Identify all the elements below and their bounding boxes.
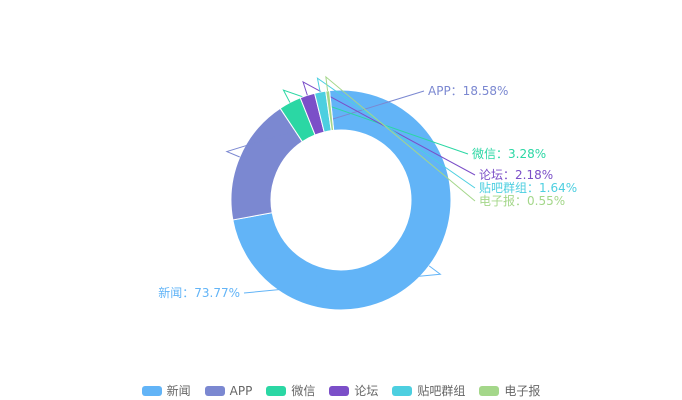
label-line-3: [302, 80, 476, 176]
legend-item-2[interactable]: 微信: [266, 382, 315, 399]
legend-item-4[interactable]: 贴吧群组: [392, 382, 465, 399]
chart-legend: 新闻 APP 微信 论坛 贴吧群组 电子报: [0, 382, 682, 399]
legend-swatch: [204, 385, 225, 396]
data-label-5: 电子报：0.55%: [479, 193, 565, 208]
data-label-2: 微信：3.28%: [472, 147, 546, 161]
data-label-1: APP：18.58%: [428, 84, 508, 98]
donut-slice-0[interactable]: [232, 89, 452, 311]
legend-label: 论坛: [354, 384, 379, 398]
donut-slice-5[interactable]: [325, 90, 335, 132]
legend-label: 微信: [291, 384, 316, 398]
label-line-2: [282, 89, 469, 155]
label-line-4: [316, 77, 476, 189]
legend-label: 新闻: [166, 384, 191, 398]
data-label-0: 新闻：73.77%: [158, 285, 240, 300]
legend-item-0[interactable]: 新闻: [141, 382, 191, 399]
legend-label: APP: [229, 383, 253, 398]
label-line-5: [325, 75, 476, 202]
label-line-1: [225, 90, 425, 158]
donut-chart-svg: 新闻：73.77% APP：18.58% 微信：3.28% 论坛：2.18%贴吧群组：…: [158, 75, 577, 311]
legend-swatch: [479, 385, 500, 396]
legend-swatch: [141, 385, 162, 396]
legend-swatch: [266, 385, 287, 396]
data-label-4: 贴吧群组：1.64%: [479, 181, 577, 195]
legend-swatch: [392, 385, 413, 396]
legend-item-1[interactable]: APP: [204, 382, 253, 399]
data-label-3: 论坛：2.18%: [479, 168, 553, 182]
legend-item-3[interactable]: 论坛: [329, 382, 378, 399]
legend-swatch: [329, 385, 350, 396]
legend-label: 贴吧群组: [417, 384, 466, 398]
legend-label: 电子报: [504, 384, 541, 398]
legend-item-5[interactable]: 电子报: [479, 382, 540, 399]
label-line-0: [243, 265, 442, 294]
